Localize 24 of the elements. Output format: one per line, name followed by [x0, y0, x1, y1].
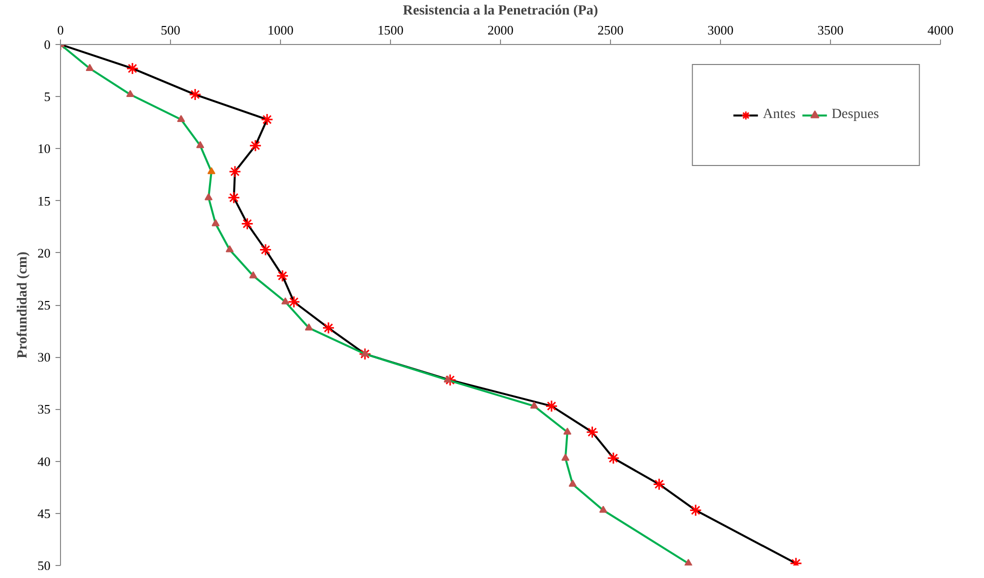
y-tick-label: 25 — [38, 298, 50, 312]
y-tick-label: 40 — [38, 454, 50, 469]
y-tick-label: 5 — [44, 89, 50, 104]
x-tick-label: 500 — [160, 22, 180, 38]
x-tick-label: 3500 — [818, 22, 844, 38]
x-tick-label: 4000 — [928, 22, 954, 38]
y-tick-label: 0 — [44, 37, 50, 52]
y-axis-title: Profundidad (cm) — [16, 251, 30, 358]
x-tick-label: 1500 — [378, 22, 404, 38]
x-tick-label: 2500 — [598, 22, 624, 38]
y-tick-label: 45 — [38, 506, 50, 521]
y-tick-label: 50 — [38, 558, 50, 573]
y-tick-label: 30 — [38, 350, 50, 365]
x-axis-title: Resistencia a la Penetración (Pa) — [402, 4, 598, 18]
x-tick-label: 1000 — [268, 22, 294, 38]
y-tick-label: 15 — [38, 193, 50, 208]
y-tick-label: 20 — [38, 245, 50, 260]
legend-label: Antes — [762, 107, 796, 123]
x-tick-label: 2000 — [488, 22, 514, 38]
y-tick-label: 35 — [38, 402, 50, 417]
legend-label: Despues — [832, 107, 879, 123]
x-tick-label: 0 — [57, 22, 64, 38]
y-tick-label: 10 — [38, 141, 50, 156]
x-tick-label: 3000 — [708, 22, 734, 38]
